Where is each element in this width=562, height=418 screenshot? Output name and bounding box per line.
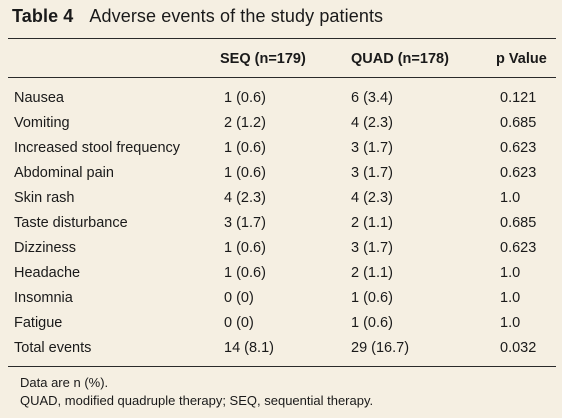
cell-quad: 4 (2.3) [351, 115, 393, 131]
cell-quad: 3 (1.7) [351, 240, 393, 256]
header-seq: SEQ (n=179) [220, 51, 306, 67]
header-quad: QUAD (n=178) [351, 51, 449, 67]
row-label: Increased stool frequency [14, 140, 181, 156]
row-label: Total events [14, 340, 92, 356]
cell-p-value: 1.0 [500, 265, 521, 281]
cell-p-value: 0.121 [500, 90, 537, 106]
footnote: QUAD, modified quadruple therapy; SEQ, s… [20, 393, 374, 408]
cell-quad: 4 (2.3) [351, 190, 393, 206]
cell-seq: 1 (0.6) [224, 90, 266, 106]
cell-p-value: 0.623 [500, 140, 537, 156]
cell-seq: 1 (0.6) [224, 240, 266, 256]
row-label: Abdominal pain [14, 165, 114, 181]
cell-p-value: 1.0 [500, 315, 521, 331]
cell-p-value: 0.623 [500, 240, 537, 256]
cell-p-value: 0.032 [500, 340, 537, 356]
cell-quad: 1 (0.6) [351, 315, 393, 331]
row-label: Insomnia [14, 290, 73, 306]
cell-quad: 3 (1.7) [351, 165, 393, 181]
cell-seq: 4 (2.3) [224, 190, 266, 206]
table-number: Table 4 [12, 6, 74, 26]
cell-p-value: 0.685 [500, 115, 537, 131]
cell-seq: 2 (1.2) [224, 115, 266, 131]
header-rule [8, 77, 556, 78]
cell-quad: 2 (1.1) [351, 265, 393, 281]
cell-p-value: 1.0 [500, 190, 521, 206]
cell-seq: 0 (0) [224, 290, 254, 306]
table-title: Table 4 Adverse events of the study pati… [12, 6, 383, 34]
cell-p-value: 0.623 [500, 165, 537, 181]
row-label: Dizziness [14, 240, 77, 256]
cell-seq: 1 (0.6) [224, 140, 266, 156]
table-caption: Adverse events of the study patients [89, 6, 384, 26]
cell-quad: 6 (3.4) [351, 90, 393, 106]
cell-seq: 3 (1.7) [224, 215, 266, 231]
row-label: Taste disturbance [14, 215, 128, 231]
row-label: Vomiting [14, 115, 70, 131]
cell-seq: 1 (0.6) [224, 165, 266, 181]
cell-quad: 3 (1.7) [351, 140, 393, 156]
row-label: Nausea [14, 90, 64, 106]
bottom-rule [8, 366, 556, 367]
cell-p-value: 1.0 [500, 290, 521, 306]
cell-seq: 14 (8.1) [224, 340, 274, 356]
cell-p-value: 0.685 [500, 215, 537, 231]
cell-seq: 1 (0.6) [224, 265, 266, 281]
row-label: Fatigue [14, 315, 63, 331]
row-label: Headache [14, 265, 81, 281]
cell-seq: 0 (0) [224, 315, 254, 331]
footnote: Data are n (%). [20, 375, 109, 390]
cell-quad: 1 (0.6) [351, 290, 393, 306]
cell-quad: 29 (16.7) [351, 340, 410, 356]
header-p-value: p Value [496, 51, 547, 67]
row-label: Skin rash [14, 190, 75, 206]
cell-quad: 2 (1.1) [351, 215, 393, 231]
top-rule [8, 38, 556, 39]
